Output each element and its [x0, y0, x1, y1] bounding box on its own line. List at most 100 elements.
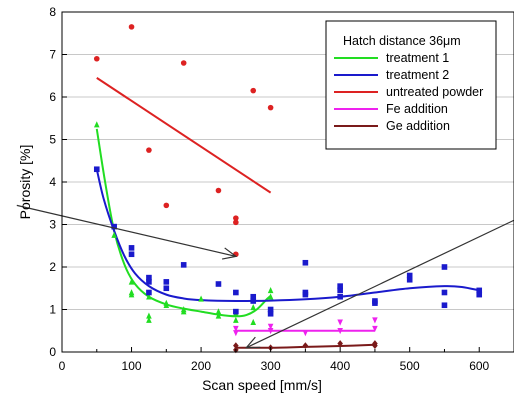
treatment-2-point	[93, 166, 100, 173]
fe-addition-point	[372, 317, 378, 324]
treatment-1-point	[267, 293, 274, 300]
fe-addition-point	[267, 323, 274, 330]
y-tick-label: 7	[49, 48, 56, 62]
treatment-2-point	[215, 281, 222, 287]
treatment-2-point	[476, 291, 483, 298]
legend-item-ge-addition: Ge addition	[334, 119, 450, 133]
treatment-2-point	[163, 285, 170, 292]
untreated-powder-fit-line	[96, 77, 272, 194]
y-tick-label: 1	[49, 303, 56, 317]
fe-addition-point	[372, 325, 378, 333]
treatment-1-point	[250, 318, 257, 326]
treatment-1-point	[93, 121, 100, 128]
fe-addition-series	[233, 317, 378, 337]
annotation-arrows	[16, 204, 514, 349]
x-tick-label: 500	[400, 359, 420, 373]
x-tick-label: 200	[191, 359, 211, 373]
untreated-powder-series	[93, 24, 274, 258]
x-tick-label: 600	[469, 359, 489, 373]
treatment-2-series	[93, 166, 483, 317]
treatment-2-point	[146, 289, 152, 296]
y-tick-label: 2	[49, 260, 56, 274]
treatment-1-point	[128, 291, 135, 298]
arrow-shaft	[246, 219, 514, 349]
treatment-2-point	[180, 262, 187, 268]
treatment-2-point	[441, 264, 448, 270]
treatment-2-fit-line	[95, 169, 480, 303]
treatment-2-point	[233, 289, 239, 296]
fe-addition-point	[233, 325, 239, 333]
y-tick-label: 6	[49, 90, 56, 104]
treatment-2-point	[441, 289, 448, 296]
treatment-1-point	[233, 316, 239, 323]
treatment-1-point	[146, 312, 152, 319]
treatment-1-point	[250, 303, 257, 311]
untreated-powder-point	[250, 87, 257, 94]
untreated-powder-point	[180, 60, 187, 66]
treatment-2-point	[302, 259, 309, 266]
y-tick-label: 8	[49, 5, 56, 19]
x-tick-label: 400	[330, 359, 350, 373]
legend-title: Hatch distance 36μm	[343, 34, 461, 48]
treatment-1-point	[146, 316, 152, 323]
legend-item-fe-addition: Fe addition	[334, 102, 448, 116]
y-tick-label: 3	[49, 218, 56, 232]
treatment-2-point	[406, 272, 413, 279]
y-tick-label: 5	[49, 133, 56, 147]
treatment-2-point	[372, 300, 378, 306]
fe-addition-point	[233, 330, 239, 337]
legend-label: untreated powder	[386, 85, 483, 99]
legend-box	[325, 20, 497, 150]
treatment-2-point	[128, 251, 135, 258]
ge-addition-point	[372, 342, 378, 350]
untreated-powder-point	[215, 187, 222, 194]
legend-label: treatment 1	[386, 51, 449, 65]
treatment-1-fit-line	[95, 128, 272, 318]
legend-item-treatment-2: treatment 2	[334, 68, 449, 82]
ge-addition-point	[337, 340, 343, 347]
x-tick-label: 0	[59, 359, 66, 373]
ge-addition-point	[302, 342, 309, 350]
treatment-2-point	[146, 279, 152, 285]
treatment-1-point	[128, 278, 135, 285]
treatment-2-point	[128, 245, 135, 251]
treatment-2-point	[302, 291, 309, 298]
treatment-2-point	[163, 279, 170, 285]
arrow-shaft	[16, 204, 236, 257]
treatment-2-point	[441, 302, 448, 309]
untreated-powder-point	[163, 202, 170, 209]
treatment-2-point	[337, 287, 343, 294]
untreated-powder-point	[146, 147, 152, 153]
untreated-powder-point	[93, 55, 100, 62]
x-tick-label: 300	[261, 359, 281, 373]
fe-addition-point	[337, 319, 343, 326]
treatment-1-point	[267, 286, 274, 294]
fe-addition-point	[337, 327, 343, 335]
x-axis-title: Scan speed [mm/s]	[202, 377, 322, 393]
y-axis-title: Porosity [%]	[17, 145, 33, 220]
treatment-1-series	[93, 121, 274, 326]
treatment-2-point	[406, 276, 413, 283]
treatment-2-point	[146, 274, 152, 281]
fe-addition-point	[267, 327, 274, 335]
treatment-2-point	[476, 287, 483, 294]
axis-ticks: 0 1 2 3 4 5 6 7 8 0 100 200 300 400 500 600	[49, 5, 489, 373]
arrow-head	[244, 336, 261, 349]
treatment-1-point	[111, 231, 117, 238]
treatment-2-point	[233, 308, 239, 315]
untreated-powder-point	[128, 24, 135, 30]
treatment-2-point	[337, 293, 343, 300]
untreated-powder-point	[233, 219, 239, 226]
y-tick-label: 4	[49, 175, 56, 189]
legend-label: Ge addition	[386, 119, 450, 133]
treatment-1-point	[163, 301, 170, 309]
x-tick-label: 100	[122, 359, 142, 373]
legend-label: Fe addition	[386, 102, 448, 116]
treatment-1-point	[198, 295, 204, 302]
treatment-1-point	[180, 308, 187, 315]
treatment-2-point	[111, 223, 117, 230]
y-tick-label: 0	[49, 345, 56, 359]
treatment-2-point	[337, 283, 343, 289]
